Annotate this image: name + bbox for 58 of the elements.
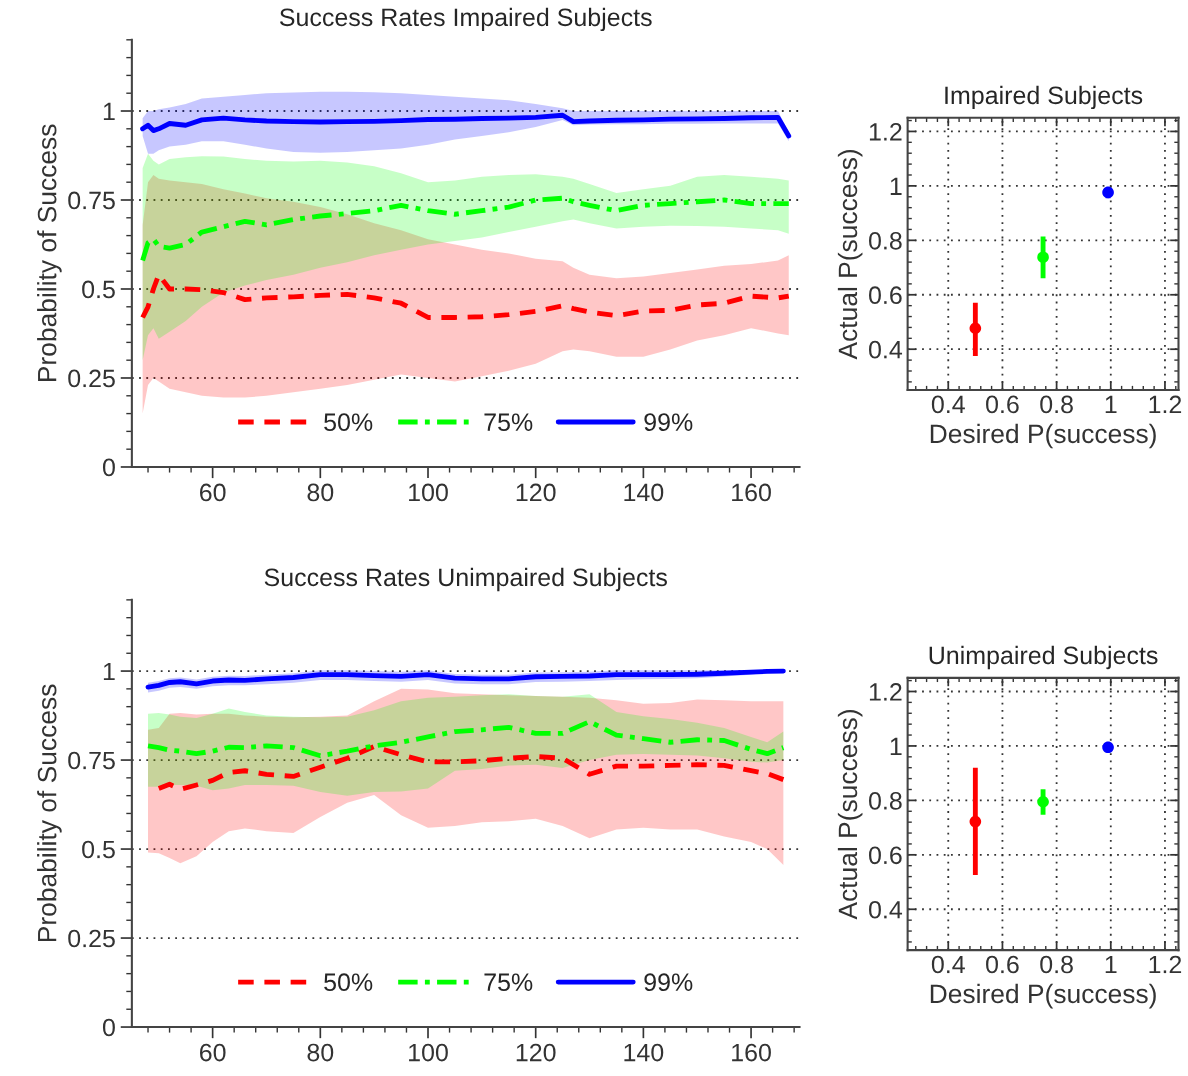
y-tick-label: 0.25 [68, 369, 115, 388]
y-tick-label: 0.8 [869, 791, 902, 810]
y-tick-label: 0.6 [869, 846, 902, 865]
y-tick-label: 0.4 [869, 340, 903, 359]
y-axis-title: Actual P(success) [837, 149, 863, 360]
x-tick-label: 160 [732, 1043, 771, 1062]
y-axis-title: Probability of Success [37, 684, 62, 942]
x-tick-label: 60 [200, 483, 226, 502]
x-axis-title: Desired P(success) [930, 983, 1156, 1009]
x-tick-label: 80 [307, 483, 334, 502]
x-tick-label: 1 [1105, 955, 1117, 974]
y-tick-label: 0 [102, 458, 115, 477]
x-tick-label: 1.2 [1149, 955, 1182, 974]
x-tick-label: 140 [624, 1043, 664, 1062]
x-tick-label: 0.6 [986, 395, 1019, 414]
x-tick-label: 0.8 [1040, 955, 1073, 974]
x-tick-label: 1.2 [1149, 395, 1182, 414]
x-tick-label: 120 [516, 1043, 556, 1062]
legend-label: 99% [644, 413, 693, 431]
y-tick-label: 0.8 [869, 231, 902, 250]
y-tick-label: 1 [890, 177, 902, 195]
legend-label: 75% [484, 413, 533, 431]
y-tick-label: 1 [890, 737, 902, 755]
chart-title: Impaired Subjects [945, 85, 1143, 110]
chart-title: Success Rates Impaired Subjects [279, 7, 652, 32]
x-tick-label: 0.4 [931, 955, 965, 974]
y-tick-label: 0 [102, 1018, 115, 1037]
x-tick-label: 60 [200, 1043, 226, 1062]
y-axis-title: Probability of Success [37, 124, 62, 382]
legend-label: 75% [484, 973, 533, 992]
x-tick-label: 160 [732, 483, 771, 502]
y-tick-label: 1 [103, 662, 115, 681]
x-tick-label: 140 [624, 483, 664, 502]
x-tick-label: 0.4 [931, 395, 965, 414]
y-tick-label: 0.6 [869, 286, 902, 305]
x-tick-label: 0.8 [1040, 395, 1073, 414]
y-tick-label: 0.25 [68, 929, 115, 948]
y-tick-label: 0.75 [68, 751, 115, 770]
chart-title: Success Rates Unimpaired Subjects [264, 567, 667, 592]
y-tick-label: 1.2 [869, 123, 902, 141]
legend-label: 50% [324, 413, 373, 431]
y-tick-label: 0.5 [82, 840, 115, 859]
x-tick-label: 100 [409, 483, 448, 502]
x-tick-label: 120 [516, 483, 556, 502]
x-axis-title: Desired P(success) [930, 423, 1156, 449]
y-tick-label: 0.75 [68, 191, 115, 210]
legend-label: 99% [644, 973, 693, 992]
y-axis-title: Actual P(success) [837, 710, 863, 920]
y-tick-label: 1.2 [869, 683, 902, 701]
x-tick-label: 1 [1105, 395, 1117, 414]
y-tick-label: 0.5 [82, 280, 115, 299]
x-tick-label: 0.6 [986, 955, 1019, 974]
x-tick-label: 80 [307, 1043, 334, 1062]
y-tick-label: 1 [103, 102, 115, 121]
chart-title: Unimpaired Subjects [929, 645, 1158, 670]
legend-label: 50% [324, 973, 373, 992]
x-tick-label: 100 [409, 1043, 448, 1062]
y-tick-label: 0.4 [869, 900, 903, 919]
